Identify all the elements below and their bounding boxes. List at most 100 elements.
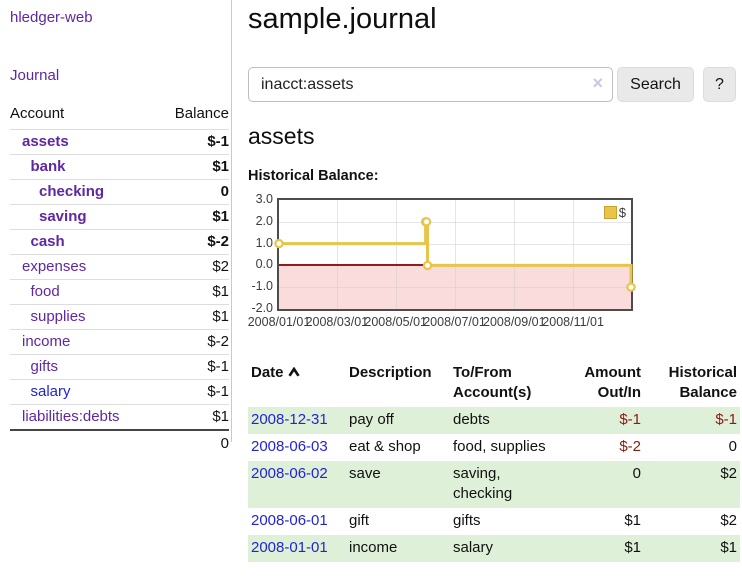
- y-axis-tick-label: 2.0: [255, 213, 273, 228]
- account-link[interactable]: saving: [39, 208, 87, 225]
- transaction-row: 2008-06-01 gift gifts $1 $2: [248, 508, 740, 535]
- gridline-horizontal: [279, 221, 631, 223]
- register-header-amount: Amount Out/In: [584, 364, 641, 401]
- gridline-vertical: [454, 200, 456, 309]
- account-balance: $2: [156, 254, 229, 280]
- y-axis-tick-label: 1.0: [255, 235, 273, 250]
- chart-title: Historical Balance:: [248, 168, 379, 184]
- transaction-row: 2008-12-31 pay off debts $-1 $-1: [248, 407, 740, 434]
- register-header-description: Description: [349, 364, 432, 381]
- account-link[interactable]: checking: [39, 183, 105, 200]
- x-axis-tick-label: 2008/09/01: [483, 315, 546, 329]
- transaction-date-link[interactable]: 2008-06-01: [251, 512, 328, 529]
- sidebar: hledger-web Journal Account Balance asse…: [0, 0, 232, 457]
- y-axis-tick-label: -2.0: [251, 301, 273, 315]
- search-input[interactable]: [248, 67, 613, 102]
- search-bar: × Search ?: [248, 67, 742, 102]
- app-brand-link[interactable]: hledger-web: [10, 9, 93, 26]
- account-link[interactable]: income: [22, 333, 71, 350]
- account-balance: 0: [156, 179, 229, 205]
- transaction-balance: $1: [644, 535, 740, 562]
- main-content: sample.journal × Search ? assets Histori…: [248, 0, 742, 562]
- clear-search-icon[interactable]: ×: [592, 73, 603, 93]
- transaction-amount: $-2: [619, 438, 641, 455]
- transaction-row: 2008-01-01 income salary $1 $1: [248, 535, 740, 562]
- accounts-total-value: 0: [156, 429, 229, 457]
- account-link[interactable]: supplies: [30, 308, 86, 325]
- gridline-horizontal: [279, 287, 631, 289]
- transaction-date-link[interactable]: 2008-06-02: [251, 465, 328, 482]
- account-row: supplies $1: [10, 304, 229, 330]
- account-balance: $-2: [156, 329, 229, 355]
- accounts-total-row: 0: [10, 429, 229, 457]
- account-link[interactable]: liabilities:debts: [22, 408, 120, 425]
- sidebar-item-journal[interactable]: Journal: [10, 67, 60, 84]
- accounts-header-balance: Balance: [174, 105, 229, 122]
- account-link[interactable]: assets: [22, 133, 69, 150]
- account-balance: $1: [156, 154, 229, 180]
- x-axis-tick-label: 2008/01/01: [247, 315, 311, 329]
- search-input-wrap: ×: [248, 67, 613, 102]
- transaction-date-link[interactable]: 2008-12-31: [251, 411, 328, 428]
- search-button[interactable]: Search: [617, 67, 694, 102]
- register-table: Date Description To/From Account(s) Amou…: [248, 359, 740, 562]
- account-row: food $1: [10, 279, 229, 305]
- transaction-amount: $1: [562, 535, 644, 562]
- gridline-vertical: [573, 200, 575, 309]
- legend-label: $: [618, 205, 626, 220]
- account-row: assets $-1: [10, 129, 229, 155]
- data-point-marker: [421, 217, 432, 227]
- historical-balance-chart: $ 2008/01/01 2008/03/01 2008/05/01 2008/07/…: [247, 192, 742, 340]
- chart-legend: $: [603, 205, 626, 220]
- gridline-vertical: [514, 200, 516, 309]
- account-link[interactable]: gifts: [30, 358, 59, 375]
- data-point-marker: [274, 238, 284, 249]
- x-axis-tick-label: 2008/05/01: [364, 315, 427, 329]
- account-link[interactable]: salary: [30, 383, 71, 400]
- account-link[interactable]: cash: [30, 233, 65, 250]
- x-axis-tick-label: 2008/11/01: [542, 315, 604, 329]
- chart-plot-area: $: [274, 198, 636, 311]
- account-balance: $1: [156, 204, 229, 230]
- transaction-balance: 0: [728, 438, 737, 455]
- transaction-amount: $-1: [562, 407, 644, 434]
- register-header-date[interactable]: Date: [248, 359, 346, 407]
- register-header-balance: Historical Balance: [668, 364, 737, 401]
- x-axis-tick-label: 2008/07/01: [423, 315, 486, 329]
- account-balance: $-2: [156, 229, 229, 255]
- account-row: saving $1: [10, 204, 229, 230]
- transaction-date-link[interactable]: 2008-01-01: [251, 539, 328, 556]
- account-row: bank $1: [10, 154, 229, 180]
- account-link[interactable]: food: [30, 283, 60, 300]
- account-row: salary $-1: [10, 379, 229, 405]
- account-row: gifts $-1: [10, 354, 229, 380]
- account-balance: $-1: [156, 129, 229, 155]
- data-point-marker: [626, 282, 636, 292]
- register-header-accounts: To/From Account(s): [453, 364, 532, 401]
- account-row: checking 0: [10, 179, 229, 205]
- help-button[interactable]: ?: [703, 67, 736, 102]
- y-axis-tick-label: -1.0: [251, 279, 273, 294]
- y-axis-tick-label: 0.0: [255, 257, 273, 272]
- gridline-vertical: [336, 200, 338, 309]
- transaction-description: save: [346, 461, 450, 508]
- accounts-table: Account Balance assets $-1 bank $1 checking 0…: [10, 99, 229, 457]
- account-balance: $1: [156, 404, 229, 430]
- register-header-row: Date Description To/From Account(s) Amou…: [248, 359, 740, 407]
- y-axis-tick-label: 3.0: [255, 192, 273, 206]
- legend-swatch-icon: [603, 206, 617, 219]
- data-point-marker: [422, 260, 433, 271]
- accounts-total-spacer: [10, 429, 157, 457]
- transaction-balance: $2: [644, 461, 740, 508]
- accounts-header-account: Account: [10, 105, 65, 122]
- account-link[interactable]: expenses: [22, 258, 87, 275]
- account-row: income $-2: [10, 329, 229, 355]
- transaction-date-link[interactable]: 2008-06-03: [251, 438, 328, 455]
- balance-series: [274, 217, 636, 292]
- account-link[interactable]: bank: [30, 158, 66, 175]
- transaction-description: income: [346, 535, 450, 562]
- transaction-amount: $1: [624, 512, 641, 529]
- gridline-horizontal: [279, 243, 631, 245]
- account-row: liabilities:debts $1: [10, 404, 229, 430]
- account-balance: $1: [156, 279, 229, 305]
